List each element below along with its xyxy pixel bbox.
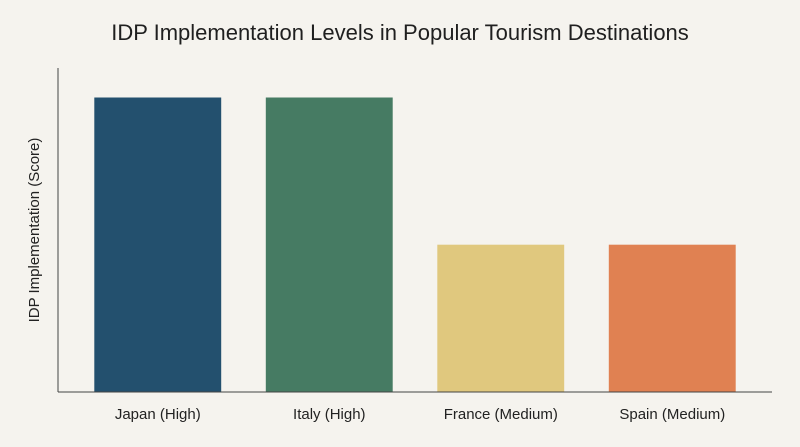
x-tick-label-3: Spain (Medium) — [619, 406, 725, 423]
bar-2 — [437, 244, 565, 392]
y-axis-label: IDP Implementation (Score) — [26, 138, 43, 323]
x-tick-label-1: Italy (High) — [293, 406, 366, 423]
bar-1 — [265, 97, 393, 392]
chart-title: IDP Implementation Levels in Popular Tou… — [111, 20, 689, 45]
bar-0 — [94, 97, 222, 392]
bars-group — [94, 97, 736, 392]
x-tick-labels: Japan (High) Italy (High) France (Medium) S… — [115, 406, 725, 423]
x-tick-label-0: Japan (High) — [115, 406, 201, 423]
bar-3 — [608, 244, 736, 392]
x-tick-label-2: France (Medium) — [444, 406, 558, 423]
